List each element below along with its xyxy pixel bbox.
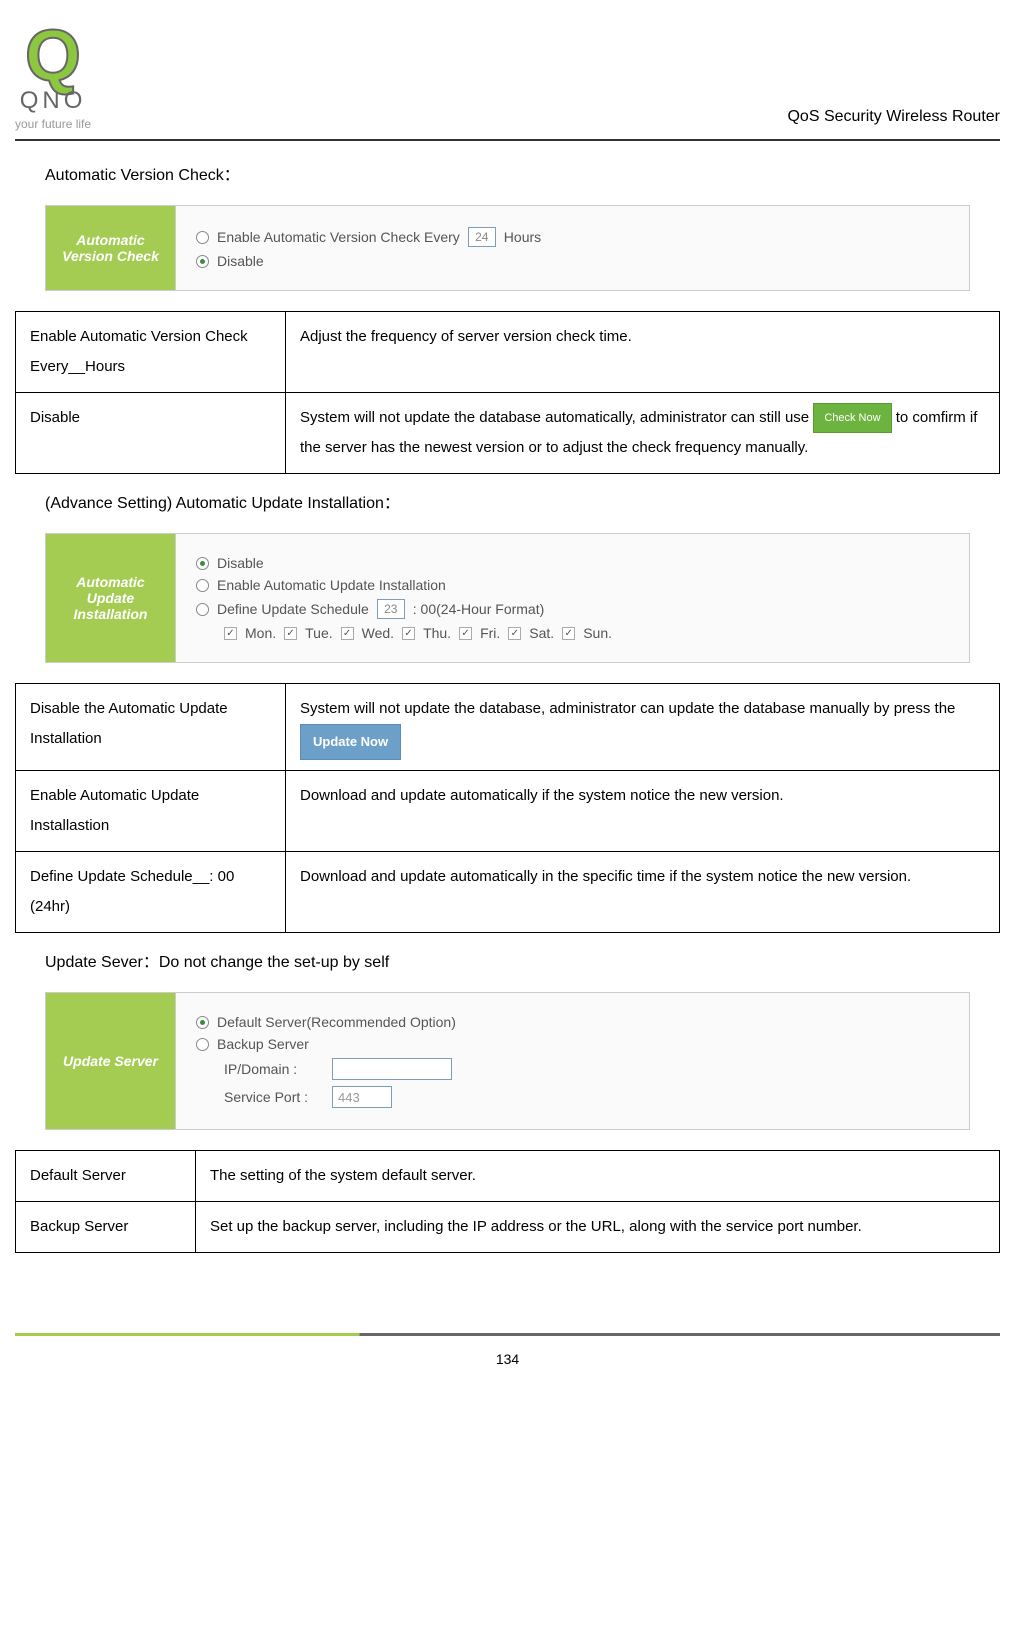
section3-title: Update Sever：Do not change the set-up by… — [45, 948, 1000, 972]
update-install-panel-label: Automatic Update Installation — [46, 534, 176, 662]
radio-enable-version-check[interactable] — [196, 231, 209, 244]
table-row: Default Server The setting of the system… — [16, 1151, 1000, 1202]
checkbox-mon[interactable] — [224, 627, 237, 640]
table-cell: Adjust the frequency of server version c… — [286, 312, 1000, 393]
version-check-panel-content: Enable Automatic Version Check Every 24 … — [176, 206, 969, 290]
table-cell: Disable the Automatic Update Installatio… — [16, 684, 286, 771]
table-row: Disable System will not update the datab… — [16, 393, 1000, 474]
update-server-panel-content: Default Server(Recommended Option) Backu… — [176, 993, 969, 1129]
day-label: Tue. — [305, 625, 333, 641]
service-port-input[interactable]: 443 — [332, 1086, 392, 1108]
section1-title: Automatic Version Check： — [45, 161, 1000, 185]
update-install-desc-table: Disable the Automatic Update Installatio… — [15, 683, 1000, 933]
section2-title: (Advance Setting) Automatic Update Insta… — [45, 489, 1000, 513]
table-cell: System will not update the database, adm… — [286, 684, 1000, 771]
radio-default-server[interactable] — [196, 1016, 209, 1029]
day-label: Fri. — [480, 625, 500, 641]
checkbox-sat[interactable] — [508, 627, 521, 640]
checkbox-wed[interactable] — [341, 627, 354, 640]
version-check-desc-table: Enable Automatic Version Check Every__Ho… — [15, 311, 1000, 474]
update-install-panel: Automatic Update Installation Disable En… — [45, 533, 970, 663]
table-cell: Enable Automatic Update Installastion — [16, 771, 286, 852]
table-cell: Default Server — [16, 1151, 196, 1202]
radio-backup-server[interactable] — [196, 1038, 209, 1051]
table-cell: The setting of the system default server… — [196, 1151, 1000, 1202]
radio-disable-update[interactable] — [196, 557, 209, 570]
version-check-panel: Automatic Version Check Enable Automatic… — [45, 205, 970, 291]
table-row: Enable Automatic Version Check Every__Ho… — [16, 312, 1000, 393]
version-check-hours-input[interactable]: 24 — [468, 227, 496, 247]
service-port-label: Service Port : — [224, 1089, 324, 1105]
table-cell: Download and update automatically if the… — [286, 771, 1000, 852]
default-server-label: Default Server(Recommended Option) — [217, 1014, 456, 1030]
ip-domain-input[interactable] — [332, 1058, 452, 1080]
day-label: Sat. — [529, 625, 554, 641]
update-server-panel-label: Update Server — [46, 993, 176, 1129]
table-cell: Set up the backup server, including the … — [196, 1202, 1000, 1253]
table-cell: Download and update automatically in the… — [286, 852, 1000, 933]
days-row: Mon. Tue. Wed. Thu. Fri. Sat. Sun. — [224, 625, 949, 641]
update-server-desc-table: Default Server The setting of the system… — [15, 1150, 1000, 1253]
checkbox-thu[interactable] — [402, 627, 415, 640]
logo-tagline: your future life — [15, 117, 91, 131]
enable-version-check-label: Enable Automatic Version Check Every — [217, 229, 460, 245]
table-cell: Backup Server — [16, 1202, 196, 1253]
radio-schedule-update[interactable] — [196, 603, 209, 616]
logo: Q QNO your future life — [15, 20, 91, 131]
desc-text-pre: System will not update the database auto… — [300, 409, 813, 426]
checkbox-fri[interactable] — [459, 627, 472, 640]
enable-version-check-suffix: Hours — [504, 229, 541, 245]
table-cell: System will not update the database auto… — [286, 393, 1000, 474]
ip-domain-label: IP/Domain : — [224, 1061, 324, 1077]
day-label: Sun. — [583, 625, 612, 641]
desc-text-pre: System will not update the database, adm… — [300, 700, 955, 717]
schedule-update-pre: Define Update Schedule — [217, 601, 369, 617]
page-number: 134 — [15, 1351, 1000, 1367]
schedule-update-post: : 00(24-Hour Format) — [413, 601, 544, 617]
radio-disable-version-check[interactable] — [196, 255, 209, 268]
disable-version-check-label: Disable — [217, 253, 264, 269]
table-cell: Define Update Schedule__: 00 (24hr) — [16, 852, 286, 933]
day-label: Thu. — [423, 625, 451, 641]
update-install-panel-content: Disable Enable Automatic Update Installa… — [176, 534, 969, 662]
footer-divider — [15, 1333, 1000, 1336]
checkbox-sun[interactable] — [562, 627, 575, 640]
table-cell: Enable Automatic Version Check Every__Ho… — [16, 312, 286, 393]
page-footer: 134 — [15, 1333, 1000, 1367]
backup-server-label: Backup Server — [217, 1036, 309, 1052]
logo-mark: Q — [25, 20, 81, 92]
update-server-panel: Update Server Default Server(Recommended… — [45, 992, 970, 1130]
doc-title: QoS Security Wireless Router — [787, 108, 1000, 131]
table-row: Disable the Automatic Update Installatio… — [16, 684, 1000, 771]
check-now-button[interactable]: Check Now — [813, 403, 891, 433]
disable-update-label: Disable — [217, 555, 264, 571]
logo-brand: QNO — [20, 87, 87, 115]
table-row: Define Update Schedule__: 00 (24hr) Down… — [16, 852, 1000, 933]
table-cell: Disable — [16, 393, 286, 474]
schedule-hour-input[interactable]: 23 — [377, 599, 405, 619]
page-header: Q QNO your future life QoS Security Wire… — [15, 20, 1000, 141]
table-row: Enable Automatic Update Installastion Do… — [16, 771, 1000, 852]
version-check-panel-label: Automatic Version Check — [46, 206, 176, 290]
day-label: Mon. — [245, 625, 276, 641]
radio-enable-update[interactable] — [196, 579, 209, 592]
day-label: Wed. — [362, 625, 394, 641]
update-now-button[interactable]: Update Now — [300, 724, 401, 760]
checkbox-tue[interactable] — [284, 627, 297, 640]
enable-update-label: Enable Automatic Update Installation — [217, 577, 446, 593]
table-row: Backup Server Set up the backup server, … — [16, 1202, 1000, 1253]
